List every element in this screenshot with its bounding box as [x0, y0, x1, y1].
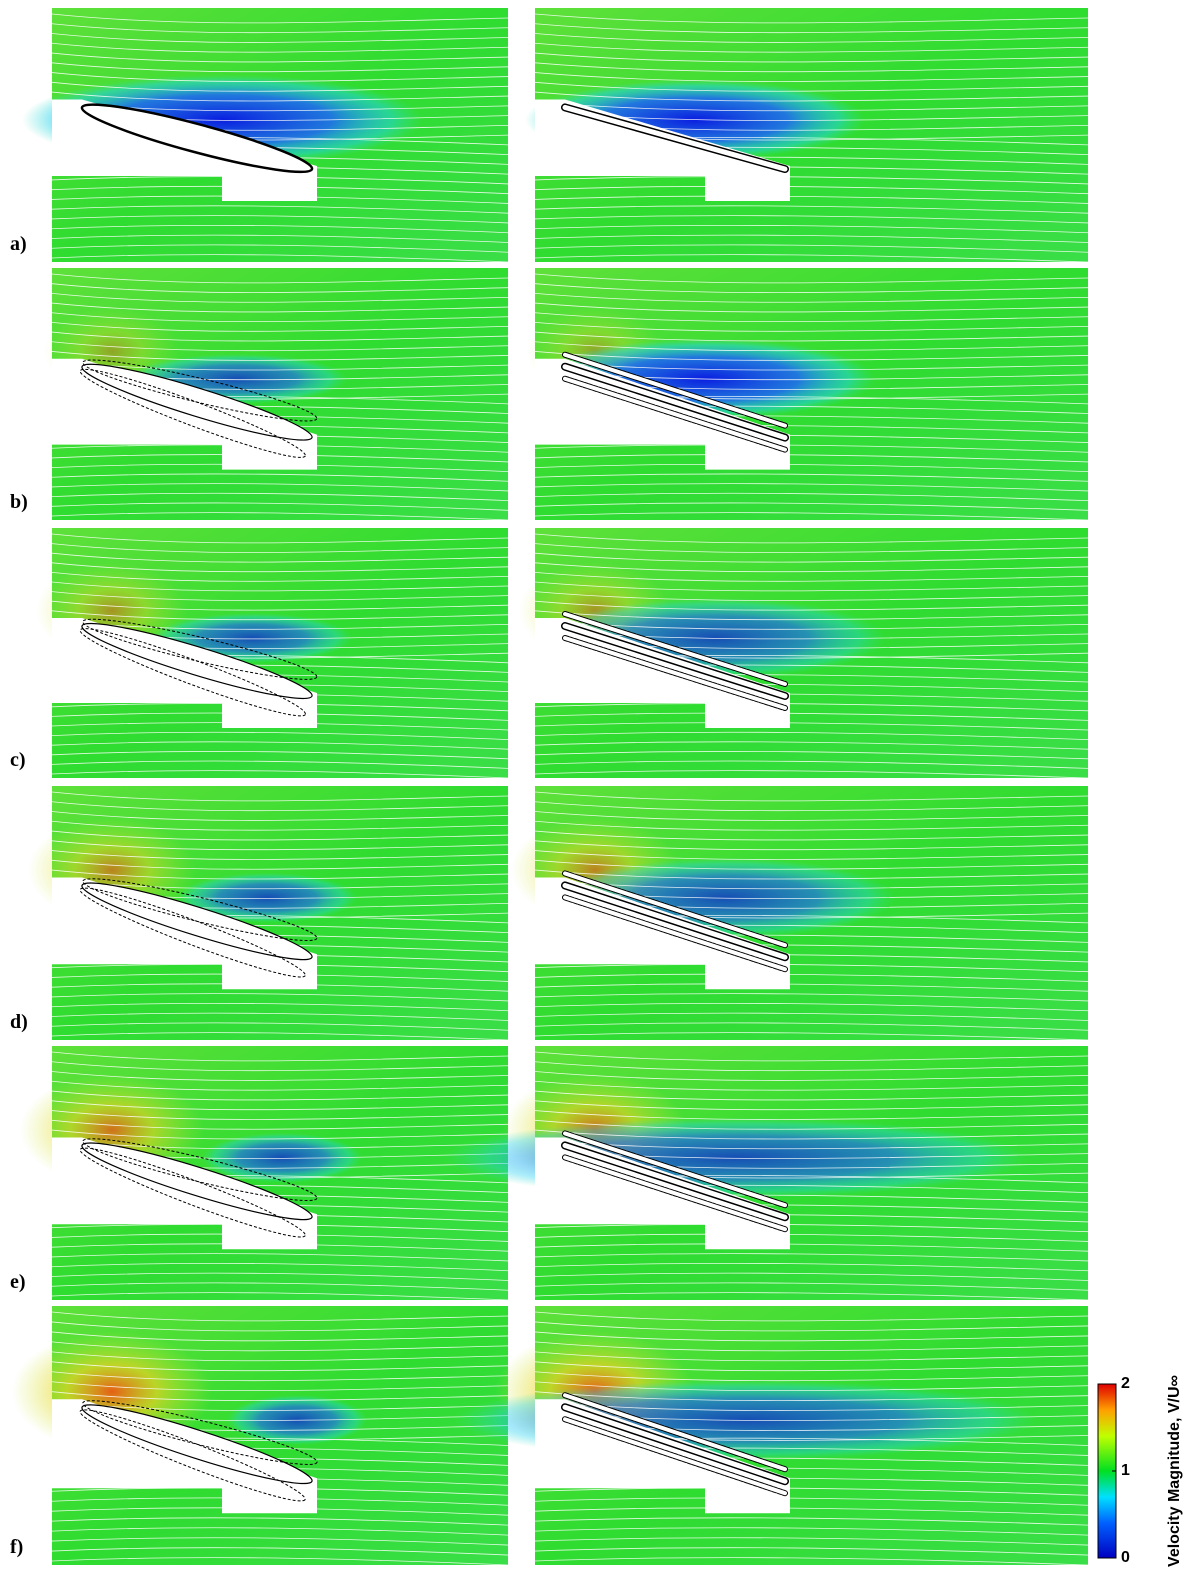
colorbar-tick-label: 1 [1121, 1462, 1130, 1479]
panel-label: b) [10, 491, 28, 513]
panel-label: a) [10, 233, 27, 255]
colorbar-tick-label: 0 [1121, 1549, 1130, 1566]
page: a) b) c) d) e) f) Velocity Magnitude, V/U∞ 0 1… [0, 0, 1201, 1584]
panel-label: f) [10, 1536, 23, 1558]
panel-label: d) [10, 1011, 28, 1033]
colorbar-tick-label: 2 [1121, 1375, 1130, 1392]
panel-label: c) [10, 749, 26, 771]
colorbar-label: Velocity Magnitude, V/U∞ [1166, 1375, 1183, 1567]
panel-label: e) [10, 1271, 26, 1293]
figure: a) b) c) d) e) f) Velocity Magnitude, V/U∞ 0 1… [0, 0, 1201, 1584]
panels: a) b) c) d) e) f) [10, 8, 1088, 1565]
